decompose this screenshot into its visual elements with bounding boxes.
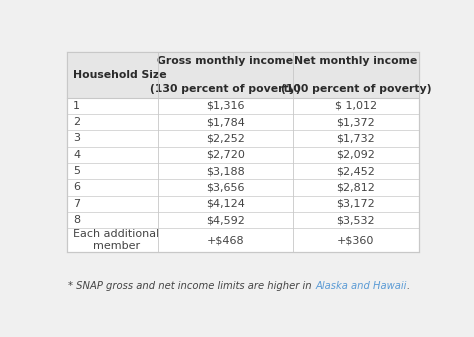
Text: Household Size: Household Size: [73, 70, 167, 80]
Text: 6: 6: [73, 182, 80, 192]
Text: 5: 5: [73, 166, 80, 176]
Text: +$360: +$360: [337, 235, 374, 245]
Text: Each additional
member: Each additional member: [73, 229, 159, 251]
Text: $2,812: $2,812: [337, 182, 375, 192]
Text: $2,092: $2,092: [337, 150, 375, 160]
Text: * SNAP gross and net income limits are higher in: * SNAP gross and net income limits are h…: [68, 281, 315, 290]
Text: $1,732: $1,732: [337, 133, 375, 144]
Text: .: .: [407, 281, 410, 290]
Text: $2,720: $2,720: [206, 150, 245, 160]
Text: Net monthly income

(100 percent of poverty): Net monthly income (100 percent of pover…: [281, 56, 431, 94]
Text: +$468: +$468: [207, 235, 244, 245]
Text: 7: 7: [73, 199, 80, 209]
Text: $2,252: $2,252: [206, 133, 245, 144]
Text: $1,316: $1,316: [206, 101, 245, 111]
Text: $1,784: $1,784: [206, 117, 245, 127]
Text: $3,532: $3,532: [337, 215, 375, 225]
Text: $3,172: $3,172: [337, 199, 375, 209]
Text: $ 1,012: $ 1,012: [335, 101, 377, 111]
Bar: [66, 52, 419, 252]
Text: 2: 2: [73, 117, 80, 127]
Text: 1: 1: [73, 101, 80, 111]
Text: 3: 3: [73, 133, 80, 144]
Text: 8: 8: [73, 215, 80, 225]
Bar: [66, 52, 419, 97]
Text: $3,656: $3,656: [206, 182, 245, 192]
Text: $3,188: $3,188: [206, 166, 245, 176]
Text: 4: 4: [73, 150, 80, 160]
Text: $2,452: $2,452: [337, 166, 375, 176]
Text: $4,124: $4,124: [206, 199, 245, 209]
Text: $4,592: $4,592: [206, 215, 245, 225]
Text: $1,372: $1,372: [337, 117, 375, 127]
Text: Gross monthly income

(130 percent of poverty): Gross monthly income (130 percent of pov…: [150, 56, 301, 94]
Text: Alaska and Hawaii: Alaska and Hawaii: [315, 281, 407, 290]
